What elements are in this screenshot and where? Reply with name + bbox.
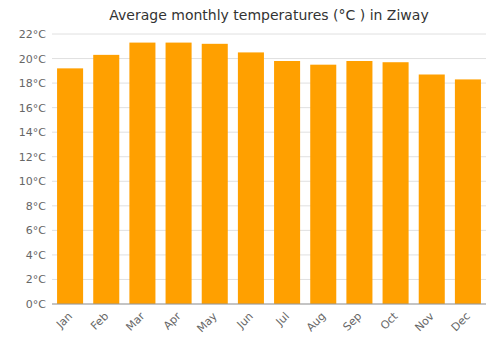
- chart: Average monthly temperatures (°C ) in Zi…: [0, 0, 500, 350]
- bar: [310, 65, 336, 304]
- bar: [202, 44, 228, 304]
- y-tick-label: 20°C: [19, 53, 46, 66]
- y-tick-label: 2°C: [26, 273, 46, 286]
- x-tick-label: Dec: [449, 310, 473, 334]
- x-axis-line: [52, 304, 486, 305]
- bar: [455, 79, 481, 304]
- grid: [52, 34, 486, 304]
- x-tick-label: Mar: [123, 309, 147, 333]
- bar: [346, 61, 372, 304]
- x-tick-label: Apr: [161, 309, 184, 332]
- y-tick-label: 4°C: [26, 249, 46, 262]
- y-tick-label: 18°C: [19, 77, 46, 90]
- x-tick-label: Oct: [378, 309, 401, 332]
- bar: [166, 43, 192, 304]
- bar: [274, 61, 300, 304]
- grid-line: [52, 304, 486, 305]
- y-tick-label: 0°C: [26, 298, 46, 311]
- y-tick-label: 6°C: [26, 224, 46, 237]
- x-tick-label: Sep: [341, 310, 365, 334]
- x-tick-label: Jun: [234, 310, 256, 332]
- bar: [93, 55, 119, 304]
- x-tick-label: Aug: [304, 310, 328, 334]
- bars: [57, 43, 481, 304]
- bar: [383, 62, 409, 304]
- y-tick-label: 22°C: [19, 28, 46, 41]
- bar: [238, 52, 264, 304]
- bar: [57, 68, 83, 304]
- y-tick-label: 16°C: [19, 102, 46, 115]
- y-tick-label: 8°C: [26, 200, 46, 213]
- y-tick-label: 14°C: [19, 126, 46, 139]
- bar: [419, 75, 445, 305]
- y-tick-label: 10°C: [19, 175, 46, 188]
- grid-line: [52, 34, 486, 35]
- y-tick-label: 12°C: [19, 151, 46, 164]
- x-tick-label: Nov: [412, 309, 437, 334]
- chart-container: Average monthly temperatures (°C ) in Zi…: [0, 0, 500, 350]
- title: Average monthly temperatures (°C ) in Zi…: [109, 7, 428, 23]
- x-tick-label: Jul: [273, 310, 292, 329]
- bar: [129, 43, 155, 304]
- x-tick-label: Feb: [88, 310, 111, 333]
- x-tick-label: Jan: [53, 310, 75, 332]
- x-tick-label: May: [194, 309, 220, 335]
